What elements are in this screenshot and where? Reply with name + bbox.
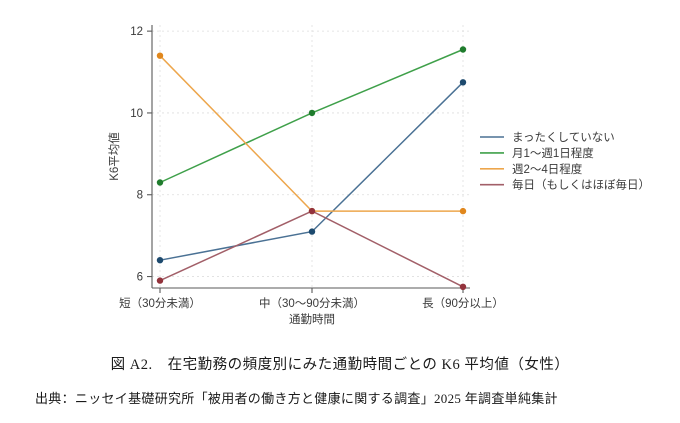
- data-point: [156, 257, 164, 264]
- y-tick-label: 8: [137, 190, 143, 202]
- legend-item: まったくしていない: [480, 131, 615, 144]
- series-月1～週1日程度: [156, 46, 467, 186]
- legend-item: 月1～週1日程度: [480, 146, 594, 160]
- k6-line-chart: 6 8 10 12 短（30分未満） 中（30～90分未満） 長（90分以上） 通勤時間 K6平…: [108, 25, 650, 326]
- legend-label: まったくしていない: [512, 131, 615, 144]
- data-point: [308, 207, 316, 215]
- data-point: [156, 179, 164, 186]
- data-point: [459, 79, 467, 86]
- series-週2～4日程度: [156, 52, 467, 215]
- series-毎日（もしくはほぼ毎日）: [156, 207, 467, 290]
- y-axis-title: K6平均値: [108, 132, 121, 181]
- y-tick-label: 10: [130, 108, 143, 120]
- data-point: [459, 46, 467, 53]
- legend-item: 週2～4日程度: [480, 162, 583, 176]
- figure-caption: 図 A2. 在宅勤務の頻度別にみた通勤時間ごとの K6 平均値（女性）: [110, 357, 570, 373]
- x-tick-label: 短（30分未満）: [119, 296, 201, 310]
- gridlines: [152, 25, 470, 288]
- data-point: [156, 277, 164, 284]
- legend-label: 週2～4日程度: [512, 162, 583, 176]
- figure-source-note: 出典：ニッセイ基礎研究所「被用者の働き方と健康に関する調査」2025 年調査単純…: [35, 391, 558, 406]
- legend-label: 毎日（もしくはほぼ毎日）: [512, 179, 650, 192]
- data-point: [308, 228, 316, 235]
- y-tick-label: 12: [130, 26, 143, 38]
- data-point: [308, 109, 316, 117]
- x-axis-title: 通勤時間: [289, 313, 335, 326]
- data-point: [459, 283, 467, 290]
- legend-item: 毎日（もしくはほぼ毎日）: [480, 179, 650, 192]
- x-tick-label: 長（90分以上）: [422, 297, 504, 310]
- series-まったくしていない: [156, 79, 467, 264]
- series-line: [159, 210, 464, 288]
- y-tick-label: 6: [137, 272, 143, 284]
- axes: [147, 25, 470, 293]
- x-tick-label: 中（30～90分未満）: [259, 297, 365, 310]
- data-point: [459, 207, 467, 215]
- series-line: [159, 55, 463, 212]
- legend-label: 月1～週1日程度: [512, 146, 594, 160]
- data-point: [156, 52, 164, 59]
